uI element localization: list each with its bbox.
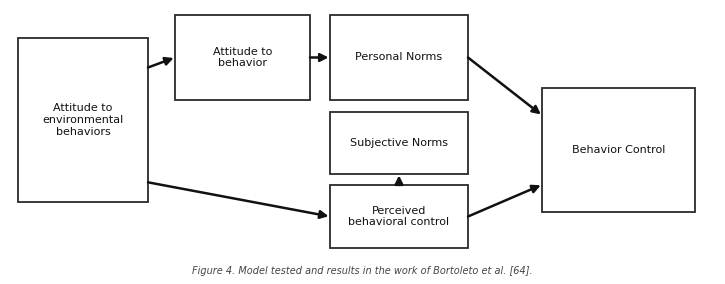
Text: Figure 4. Model tested and results in the work of Bortoleto et al. [64].: Figure 4. Model tested and results in th… (192, 266, 533, 276)
Text: Subjective Norms: Subjective Norms (350, 138, 448, 148)
Bar (330, 15, 468, 100)
Bar (18, 38, 148, 202)
Text: Perceived
behavioral control: Perceived behavioral control (349, 206, 450, 227)
Text: Attitude to
behavior: Attitude to behavior (213, 47, 272, 68)
Bar (330, 112, 468, 174)
Bar (330, 185, 468, 248)
Bar (542, 88, 695, 212)
Text: Personal Norms: Personal Norms (355, 53, 442, 62)
Text: Attitude to
environmental
behaviors: Attitude to environmental behaviors (42, 103, 124, 137)
Text: Behavior Control: Behavior Control (572, 145, 665, 155)
Bar (175, 15, 310, 100)
